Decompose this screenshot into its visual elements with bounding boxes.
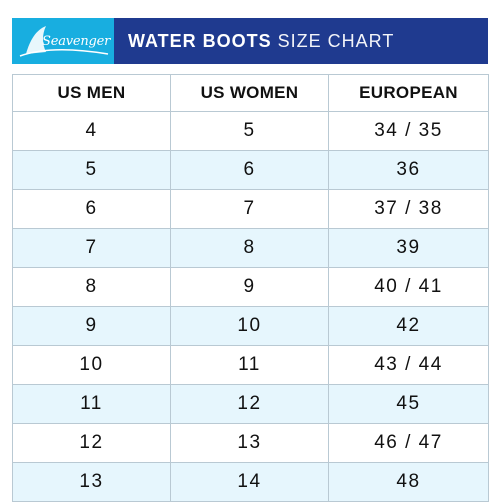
cell-us-men: 4 [12,111,171,151]
brand-name: Seavenger [42,34,111,49]
cell-us-men: 7 [12,228,171,268]
table-row: 11 12 45 [12,384,489,424]
cell-us-women: 6 [170,150,329,190]
column-header-us-women: US WOMEN [170,74,329,112]
shark-fin-icon [19,26,109,57]
cell-us-men: 13 [12,462,171,502]
title-product: WATER BOOTS [128,30,272,51]
cell-us-women: 11 [170,345,329,385]
table-row: 10 11 43 / 44 [12,345,489,385]
cell-us-women: 8 [170,228,329,268]
title-subtitle: SIZE CHART [277,30,395,51]
cell-european: 40 / 41 [328,267,489,307]
cell-european: 36 [328,150,489,190]
table-row: 9 10 42 [12,306,489,346]
cell-us-men: 6 [12,189,171,229]
table-row: 5 6 36 [12,150,489,190]
table-row: 8 9 40 / 41 [12,267,489,307]
cell-us-men: 9 [12,306,171,346]
cell-european: 46 / 47 [328,423,489,463]
table-row: 7 8 39 [12,228,489,268]
table-header-row: US MEN US WOMEN EUROPEAN [12,74,489,112]
cell-european: 42 [328,306,489,346]
cell-us-men: 11 [12,384,171,424]
brand-logo: Seavenger [12,18,114,64]
cell-us-women: 10 [170,306,329,346]
table-row: 12 13 46 / 47 [12,423,489,463]
page-title: WATER BOOTS SIZE CHART [114,18,488,64]
cell-european: 37 / 38 [328,189,489,229]
cell-us-women: 12 [170,384,329,424]
table-row: 4 5 34 / 35 [12,111,489,151]
cell-european: 34 / 35 [328,111,489,151]
column-header-european: EUROPEAN [328,74,489,112]
size-chart-table: US MEN US WOMEN EUROPEAN 4 5 34 / 35 5 6… [12,74,489,502]
cell-us-women: 7 [170,189,329,229]
cell-european: 39 [328,228,489,268]
cell-us-women: 9 [170,267,329,307]
cell-european: 48 [328,462,489,502]
header-banner: Seavenger WATER BOOTS SIZE CHART [12,18,488,64]
cell-us-women: 13 [170,423,329,463]
cell-european: 45 [328,384,489,424]
cell-us-women: 14 [170,462,329,502]
table-row: 6 7 37 / 38 [12,189,489,229]
cell-us-men: 10 [12,345,171,385]
cell-us-men: 5 [12,150,171,190]
cell-us-men: 8 [12,267,171,307]
table-row: 13 14 48 [12,462,489,502]
column-header-us-men: US MEN [12,74,171,112]
cell-us-men: 12 [12,423,171,463]
cell-us-women: 5 [170,111,329,151]
cell-european: 43 / 44 [328,345,489,385]
